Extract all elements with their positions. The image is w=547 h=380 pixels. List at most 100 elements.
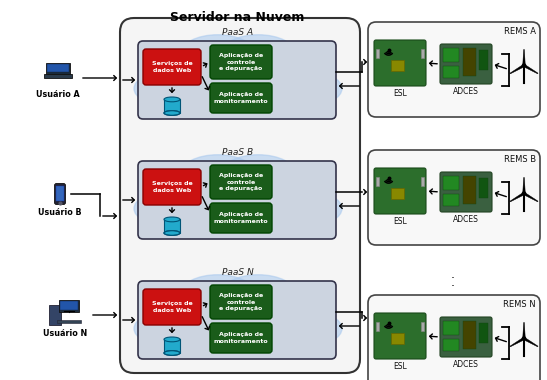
Ellipse shape bbox=[178, 170, 298, 218]
Ellipse shape bbox=[164, 231, 180, 235]
Ellipse shape bbox=[164, 351, 180, 355]
Ellipse shape bbox=[134, 72, 199, 106]
Text: ESL: ESL bbox=[393, 362, 407, 371]
Polygon shape bbox=[523, 49, 525, 65]
Bar bbox=[376, 177, 379, 187]
Ellipse shape bbox=[243, 177, 325, 221]
Circle shape bbox=[522, 337, 526, 340]
Ellipse shape bbox=[272, 312, 328, 340]
Bar bbox=[479, 50, 488, 70]
Text: Serviços de
dados Web: Serviços de dados Web bbox=[152, 301, 193, 313]
Bar bbox=[60, 301, 78, 310]
Ellipse shape bbox=[162, 60, 234, 97]
Ellipse shape bbox=[180, 155, 255, 194]
Text: Aplicação de
controle
e depuração: Aplicação de controle e depuração bbox=[219, 293, 263, 311]
Ellipse shape bbox=[243, 297, 325, 341]
Text: ADCES: ADCES bbox=[453, 87, 479, 96]
Bar bbox=[391, 333, 404, 344]
Bar bbox=[44, 74, 72, 78]
Ellipse shape bbox=[223, 281, 288, 314]
Ellipse shape bbox=[272, 192, 328, 221]
Bar bbox=[421, 177, 424, 187]
Ellipse shape bbox=[272, 72, 328, 101]
Ellipse shape bbox=[188, 161, 253, 194]
Text: Aplicação de
controle
e depuração: Aplicação de controle e depuração bbox=[219, 173, 263, 191]
Bar bbox=[376, 49, 379, 59]
FancyBboxPatch shape bbox=[210, 323, 272, 353]
Text: Usuário B: Usuário B bbox=[38, 208, 82, 217]
Bar bbox=[49, 305, 61, 325]
Bar bbox=[421, 322, 424, 331]
Ellipse shape bbox=[220, 35, 296, 74]
Ellipse shape bbox=[223, 161, 288, 194]
Bar bbox=[443, 176, 458, 190]
Ellipse shape bbox=[277, 192, 342, 225]
Ellipse shape bbox=[162, 180, 234, 217]
Bar bbox=[421, 49, 424, 59]
Polygon shape bbox=[510, 192, 525, 202]
Polygon shape bbox=[523, 192, 538, 202]
Ellipse shape bbox=[169, 165, 307, 223]
FancyBboxPatch shape bbox=[374, 40, 426, 86]
Bar bbox=[443, 48, 458, 62]
FancyBboxPatch shape bbox=[143, 49, 201, 85]
Bar bbox=[164, 100, 180, 113]
Text: PaaS B: PaaS B bbox=[223, 148, 254, 157]
FancyBboxPatch shape bbox=[210, 285, 272, 319]
Bar bbox=[479, 323, 488, 343]
Ellipse shape bbox=[148, 312, 203, 340]
Ellipse shape bbox=[277, 72, 342, 106]
Polygon shape bbox=[510, 64, 525, 74]
Ellipse shape bbox=[150, 57, 234, 101]
Ellipse shape bbox=[188, 41, 253, 74]
FancyBboxPatch shape bbox=[210, 83, 272, 113]
Bar bbox=[59, 300, 79, 312]
FancyBboxPatch shape bbox=[138, 281, 336, 359]
Ellipse shape bbox=[242, 180, 314, 217]
FancyBboxPatch shape bbox=[440, 172, 492, 212]
Text: PaaS N: PaaS N bbox=[222, 268, 254, 277]
Text: Usuário N: Usuário N bbox=[43, 329, 87, 338]
Bar bbox=[376, 322, 379, 331]
Text: Servidor na Nuvem: Servidor na Nuvem bbox=[170, 11, 304, 24]
Text: REMS B: REMS B bbox=[504, 155, 536, 164]
Ellipse shape bbox=[243, 57, 325, 101]
Text: ADCES: ADCES bbox=[453, 360, 479, 369]
Text: Aplicação de
monitoramento: Aplicação de monitoramento bbox=[214, 92, 269, 104]
Text: .: . bbox=[451, 277, 455, 290]
Ellipse shape bbox=[150, 297, 234, 341]
Ellipse shape bbox=[178, 290, 298, 338]
Bar bbox=[443, 194, 458, 206]
Text: ESL: ESL bbox=[393, 89, 407, 98]
Text: Serviços de
dados Web: Serviços de dados Web bbox=[152, 62, 193, 73]
Bar bbox=[46, 63, 70, 74]
FancyBboxPatch shape bbox=[368, 22, 540, 117]
Ellipse shape bbox=[134, 312, 199, 345]
Ellipse shape bbox=[178, 50, 298, 98]
Bar bbox=[164, 339, 180, 353]
Bar bbox=[463, 48, 476, 76]
Text: .: . bbox=[451, 269, 455, 282]
FancyBboxPatch shape bbox=[374, 168, 426, 214]
Ellipse shape bbox=[164, 337, 180, 342]
Text: REMS N: REMS N bbox=[503, 300, 536, 309]
Ellipse shape bbox=[164, 217, 180, 222]
Bar bbox=[391, 188, 404, 199]
Text: PaaS A: PaaS A bbox=[223, 28, 254, 37]
FancyBboxPatch shape bbox=[374, 313, 426, 359]
FancyBboxPatch shape bbox=[143, 289, 201, 325]
Ellipse shape bbox=[164, 97, 180, 102]
Text: Aplicação de
controle
e depuração: Aplicação de controle e depuração bbox=[219, 53, 263, 71]
Polygon shape bbox=[523, 177, 525, 193]
FancyBboxPatch shape bbox=[440, 44, 492, 84]
Text: Usuário A: Usuário A bbox=[36, 90, 80, 99]
Ellipse shape bbox=[169, 45, 307, 103]
FancyBboxPatch shape bbox=[120, 18, 360, 373]
Bar bbox=[47, 64, 69, 72]
Bar bbox=[463, 321, 476, 349]
Ellipse shape bbox=[164, 111, 180, 116]
Ellipse shape bbox=[169, 285, 307, 343]
Bar bbox=[391, 60, 404, 71]
Bar bbox=[463, 176, 476, 204]
Polygon shape bbox=[523, 337, 538, 347]
